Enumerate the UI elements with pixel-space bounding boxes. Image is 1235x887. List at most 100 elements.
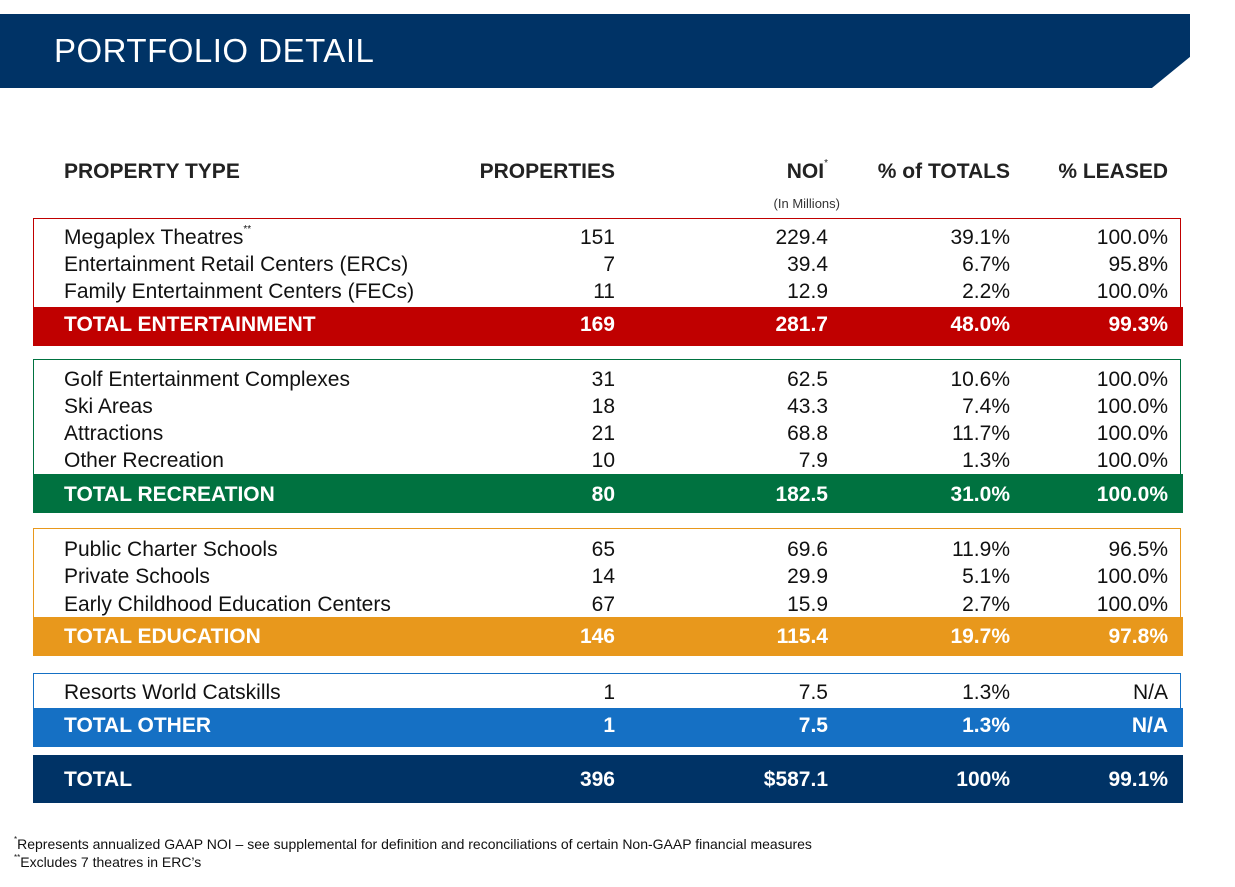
noi-cell: 12.9 xyxy=(787,280,828,303)
footnote-noi: *Represents annualized GAAP NOI – see su… xyxy=(14,835,812,852)
footnote-text: Excludes 7 theatres in ERC’s xyxy=(20,854,202,870)
header-noi-label: NOI xyxy=(786,160,825,183)
page-title: PORTFOLIO DETAIL xyxy=(54,32,375,69)
pct-leased-cell: 100.0% xyxy=(1096,449,1168,472)
pct-leased-cell: 100.0% xyxy=(1096,280,1168,303)
pct-totals-cell: 6.7% xyxy=(962,253,1010,276)
properties-cell: 21 xyxy=(591,422,615,445)
noi-cell: 29.9 xyxy=(787,565,828,588)
pct-leased-cell: 100.0% xyxy=(1096,593,1168,616)
property-type-cell: Public Charter Schools xyxy=(64,538,278,561)
property-type-cell: Entertainment Retail Centers (ERCs) xyxy=(64,253,409,276)
noi-cell: 15.9 xyxy=(787,593,828,616)
grand-total-row: TOTAL 396 $587.1 100% 99.1% xyxy=(0,768,1235,795)
noi-cell: 62.5 xyxy=(787,368,828,391)
pct-totals-cell: 1.3% xyxy=(962,449,1010,472)
pct-leased-cell: 95.8% xyxy=(1108,253,1168,276)
pct-leased-cell: 97.8% xyxy=(1108,625,1168,648)
pct-totals-cell: 1.3% xyxy=(962,714,1010,737)
pct-totals-cell: 11.9% xyxy=(952,538,1010,561)
properties-cell: 7 xyxy=(603,253,615,276)
footnote-text: Represents annualized GAAP NOI – see sup… xyxy=(17,836,812,852)
property-type-cell: Family Entertainment Centers (FECs) xyxy=(64,280,415,303)
property-type-cell: Resorts World Catskills xyxy=(64,681,281,704)
table-row: Early Childhood Education Centers 67 15.… xyxy=(0,593,1235,620)
pct-leased-cell: 99.3% xyxy=(1108,313,1168,336)
header-property-type: PROPERTY TYPE xyxy=(64,160,240,183)
footnote-theatres: **Excludes 7 theatres in ERC’s xyxy=(14,853,202,870)
total-label: TOTAL OTHER xyxy=(64,714,211,737)
total-label: TOTAL ENTERTAINMENT xyxy=(64,313,316,336)
title-banner xyxy=(0,14,1190,88)
pct-leased-cell: 100.0% xyxy=(1096,565,1168,588)
noi-cell: $587.1 xyxy=(763,768,828,791)
noi-cell: 182.5 xyxy=(775,483,828,506)
properties-cell: 11 xyxy=(593,280,615,303)
noi-cell: 68.8 xyxy=(787,422,828,445)
noi-cell: 7.5 xyxy=(798,714,828,737)
property-type-cell: Ski Areas xyxy=(64,395,153,418)
total-education-row: TOTAL EDUCATION 146 115.4 19.7% 97.8% xyxy=(0,625,1235,652)
properties-cell: 151 xyxy=(579,226,615,249)
entertainment-total-bar xyxy=(33,307,1183,346)
header-pct-totals: % of TOTALS xyxy=(877,160,1010,183)
pct-leased-cell: N/A xyxy=(1132,681,1168,704)
total-label: TOTAL xyxy=(64,768,133,791)
properties-cell: 65 xyxy=(591,538,615,561)
noi-cell: 39.4 xyxy=(787,253,828,276)
total-other-row: TOTAL OTHER 1 7.5 1.3% N/A xyxy=(0,714,1235,741)
pct-totals-cell: 48.0% xyxy=(950,313,1010,336)
properties-cell: 396 xyxy=(579,768,615,791)
properties-cell: 31 xyxy=(591,368,615,391)
pct-leased-cell: 100.0% xyxy=(1096,395,1168,418)
properties-cell: 18 xyxy=(591,395,615,418)
header-noi: NOI* xyxy=(728,158,828,184)
properties-cell: 10 xyxy=(591,449,615,472)
footnote-mark: * xyxy=(14,835,18,844)
property-type-cell: Other Recreation xyxy=(64,449,224,472)
pct-totals-cell: 2.7% xyxy=(962,593,1010,616)
noi-cell: 43.3 xyxy=(787,395,828,418)
property-type-cell: Attractions xyxy=(64,422,164,445)
properties-cell: 14 xyxy=(591,565,615,588)
table-row: Other Recreation 10 7.9 1.3% 100.0% xyxy=(0,449,1235,476)
header-properties: PROPERTIES xyxy=(479,160,615,183)
table-row: Attractions 21 68.8 11.7% 100.0% xyxy=(0,422,1235,449)
recreation-total-bar xyxy=(33,474,1183,513)
pct-totals-cell: 10.6% xyxy=(950,368,1010,391)
properties-cell: 1 xyxy=(603,681,615,704)
noi-cell: 69.6 xyxy=(787,538,828,561)
noi-unit-label: (In Millions) xyxy=(773,196,840,211)
properties-cell: 169 xyxy=(579,313,615,336)
pct-leased-cell: 96.5% xyxy=(1108,538,1168,561)
total-label: TOTAL EDUCATION xyxy=(64,625,261,648)
property-type-label: Megaplex Theatres xyxy=(64,226,244,249)
property-type-cell: Early Childhood Education Centers xyxy=(64,593,391,616)
pct-totals-cell: 39.1% xyxy=(950,226,1010,249)
header-pct-leased: % LEASED xyxy=(1058,160,1168,183)
pct-leased-cell: N/A xyxy=(1131,714,1168,737)
grand-total-bar xyxy=(33,755,1183,803)
education-total-bar xyxy=(33,617,1183,656)
property-type-cell: Private Schools xyxy=(64,565,210,588)
pct-leased-cell: 100.0% xyxy=(1096,483,1168,506)
footnote-mark: ** xyxy=(243,224,252,235)
table-row: Resorts World Catskills 1 7.5 1.3% N/A xyxy=(0,681,1235,708)
properties-cell: 67 xyxy=(591,593,615,616)
properties-cell: 146 xyxy=(579,625,615,648)
footnote-mark: ** xyxy=(14,853,21,862)
properties-cell: 80 xyxy=(591,483,615,506)
pct-leased-cell: 100.0% xyxy=(1096,422,1168,445)
noi-cell: 281.7 xyxy=(775,313,828,336)
pct-totals-cell: 31.0% xyxy=(950,483,1010,506)
table-row: Public Charter Schools 65 69.6 11.9% 96.… xyxy=(0,538,1235,565)
total-recreation-row: TOTAL RECREATION 80 182.5 31.0% 100.0% xyxy=(0,483,1235,510)
pct-leased-cell: 99.1% xyxy=(1108,768,1168,791)
table-row: Entertainment Retail Centers (ERCs) 7 39… xyxy=(0,253,1235,280)
pct-totals-cell: 2.2% xyxy=(962,280,1010,303)
pct-leased-cell: 100.0% xyxy=(1096,368,1168,391)
table-row: Ski Areas 18 43.3 7.4% 100.0% xyxy=(0,395,1235,422)
pct-totals-cell: 11.7% xyxy=(952,422,1010,445)
pct-totals-cell: 7.4% xyxy=(962,395,1010,418)
pct-totals-cell: 5.1% xyxy=(962,565,1010,588)
